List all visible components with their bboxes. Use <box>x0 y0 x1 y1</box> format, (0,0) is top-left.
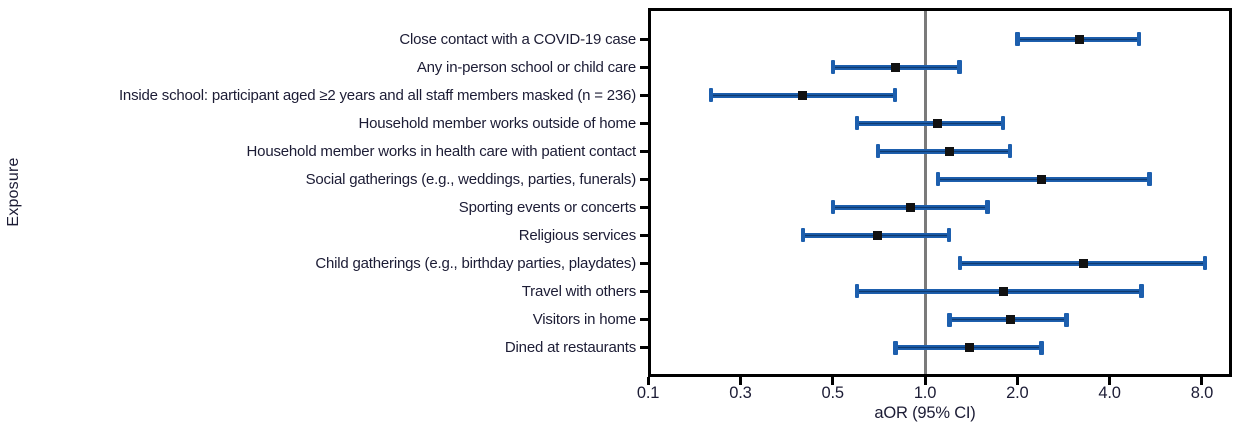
x-axis-tick-label: 1.0 <box>913 384 937 402</box>
row-label: Inside school: participant aged ≥2 years… <box>118 86 636 104</box>
point-estimate-marker <box>798 90 808 100</box>
ci-cap-lower <box>830 200 836 215</box>
x-axis-tick-label: 0.1 <box>636 384 660 402</box>
row-label: Visitors in home <box>532 311 636 328</box>
row-label: Sporting events or concerts <box>458 198 636 216</box>
point-estimate-marker <box>1037 174 1047 184</box>
ci-cap-lower <box>800 228 806 243</box>
row-label: Religious services <box>518 226 636 244</box>
x-axis-tick <box>1015 377 1019 385</box>
point-estimate-marker <box>1079 258 1089 268</box>
x-axis-tick <box>923 377 927 385</box>
ci-cap-upper <box>1147 172 1152 187</box>
ci-cap-upper <box>1039 340 1044 355</box>
point-estimate-marker <box>998 286 1008 296</box>
ci-bar <box>856 120 1004 126</box>
row-label: Child gatherings (e.g., birthday parties… <box>315 254 636 272</box>
x-axis-tick <box>738 377 742 385</box>
ci-cap-upper <box>892 88 898 103</box>
row-label: Household member works in health care wi… <box>246 142 637 160</box>
point-estimate-marker <box>1005 315 1015 324</box>
row-label: Household member works outside of home <box>358 114 636 132</box>
y-axis-tick <box>640 121 649 125</box>
x-axis-tick-label: 0.5 <box>821 384 845 402</box>
ci-bar <box>877 148 1011 154</box>
ci-cap-upper <box>1000 116 1006 131</box>
ci-cap-upper <box>1136 32 1142 46</box>
ci-cap-lower <box>893 340 898 355</box>
x-axis-tick <box>831 377 835 385</box>
ci-cap-upper <box>946 228 952 243</box>
row-label: Any in-person school or child care <box>416 58 636 76</box>
y-axis-tick <box>640 233 649 237</box>
row-label: Close contact with a COVID-19 case <box>399 30 636 48</box>
y-axis-tick <box>640 289 649 293</box>
ci-cap-lower <box>935 172 941 187</box>
x-axis-title: aOR (95% CI) <box>874 404 976 422</box>
ci-cap-lower <box>947 312 952 327</box>
y-axis-tick <box>640 205 649 209</box>
ci-cap-upper <box>985 200 990 215</box>
point-estimate-marker <box>933 118 943 128</box>
ci-cap-upper <box>957 60 962 75</box>
ci-cap-lower <box>1015 32 1020 46</box>
point-estimate-marker <box>965 343 975 353</box>
ci-cap-upper <box>1064 312 1069 327</box>
ci-cap-upper <box>1007 144 1013 159</box>
ci-cap-lower <box>830 60 836 75</box>
y-axis-tick <box>640 261 649 265</box>
x-axis-tick-label: 8.0 <box>1190 384 1214 402</box>
y-axis-tick <box>640 93 649 97</box>
reference-line-aor-1 <box>923 11 927 374</box>
row-label: Social gatherings (e.g., weddings, parti… <box>305 170 637 188</box>
x-axis-tick <box>1200 377 1204 385</box>
point-estimate-marker <box>944 146 954 156</box>
plot-area-frame <box>648 8 1232 377</box>
y-axis-tick <box>640 149 649 153</box>
ci-cap-lower <box>875 144 880 159</box>
x-axis-tick-label: 4.0 <box>1098 384 1121 402</box>
ci-cap-lower <box>854 116 860 131</box>
point-estimate-marker <box>890 62 900 72</box>
x-axis-tick-label: 2.0 <box>1006 384 1029 402</box>
x-axis-tick <box>1108 377 1112 385</box>
ci-cap-lower <box>854 284 860 299</box>
y-axis-tick <box>640 346 649 350</box>
x-axis-tick <box>646 377 650 385</box>
point-estimate-marker <box>873 230 882 240</box>
row-label: Travel with others <box>521 282 636 300</box>
y-axis-tick <box>640 65 649 69</box>
y-axis-tick <box>640 37 649 41</box>
y-axis-tick <box>640 177 649 181</box>
ci-cap-lower <box>708 88 714 103</box>
ci-cap-lower <box>957 256 963 271</box>
y-axis-tick <box>640 318 649 321</box>
x-axis-tick-label: 0.3 <box>729 384 752 402</box>
ci-cap-upper <box>1202 256 1208 271</box>
point-estimate-marker <box>1075 34 1085 44</box>
row-label: Dined at restaurants <box>504 339 636 357</box>
ci-cap-upper <box>1139 284 1144 299</box>
point-estimate-marker <box>906 202 916 212</box>
